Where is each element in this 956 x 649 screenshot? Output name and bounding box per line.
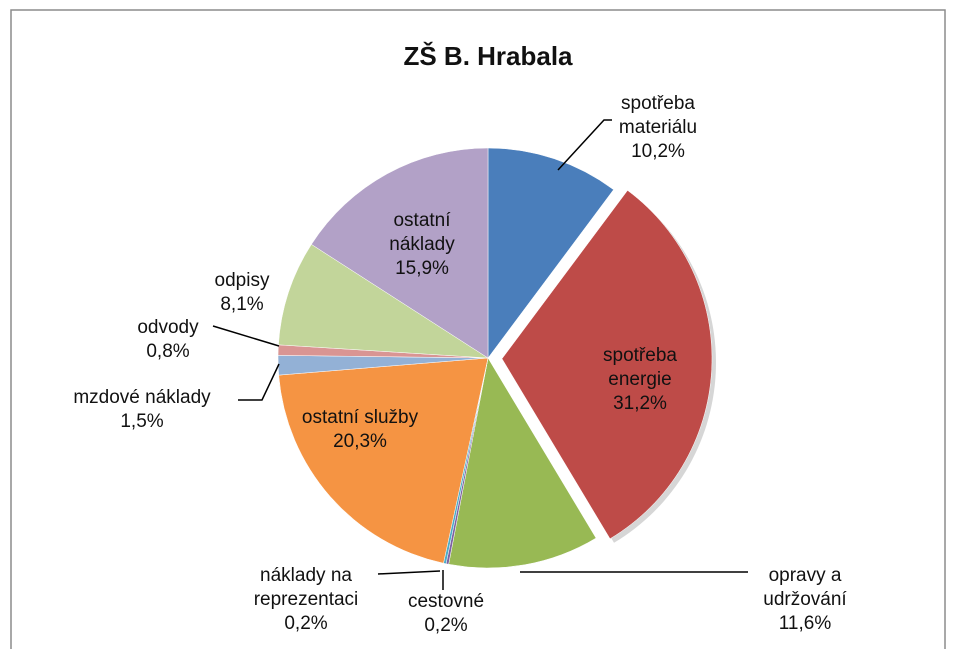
value-label: 10,2% bbox=[631, 141, 685, 162]
leader-line bbox=[557, 119, 612, 171]
slice-label: náklady na reprezentaci 0,2% bbox=[236, 564, 376, 636]
category-label: spotřeba energie bbox=[603, 345, 677, 390]
slice-label: cestovné 0,2% bbox=[396, 590, 496, 638]
category-label: náklady na reprezentaci bbox=[253, 565, 359, 610]
category-label: ostatní služby bbox=[301, 407, 419, 428]
value-label: 15,9% bbox=[395, 258, 449, 279]
value-label: 31,2% bbox=[613, 393, 667, 414]
leader-line bbox=[212, 325, 280, 347]
category-label: cestovné bbox=[407, 591, 485, 612]
slice bbox=[278, 357, 489, 564]
value-label: 0,2% bbox=[284, 613, 328, 634]
category-label: ostatní náklady bbox=[389, 210, 455, 255]
slice-label: ostatní služby 20,3% bbox=[260, 406, 460, 454]
chart-title: ZŠ B. Hrabala bbox=[403, 41, 573, 71]
slice bbox=[501, 190, 713, 540]
leader-line bbox=[377, 570, 441, 575]
slice-label: spotřeba materiálu 10,2% bbox=[603, 92, 713, 164]
value-label: 11,6% bbox=[778, 613, 832, 634]
category-label: mzdové náklady bbox=[73, 387, 211, 408]
slice-label: ostatní náklady 15,9% bbox=[367, 209, 477, 281]
category-label: odvody bbox=[137, 317, 199, 338]
slice-label: mzdové náklady 1,5% bbox=[32, 386, 252, 434]
category-label: opravy a udržování bbox=[763, 565, 847, 610]
category-label: spotřeba materiálu bbox=[618, 93, 698, 138]
slice-label: spotřeba energie 31,2% bbox=[585, 344, 695, 416]
value-label: 8,1% bbox=[220, 294, 264, 315]
value-label: 20,3% bbox=[333, 431, 387, 452]
slice bbox=[448, 357, 597, 569]
category-label: odpisy bbox=[214, 270, 270, 291]
slice-label: opravy a udržování 11,6% bbox=[750, 564, 860, 636]
value-label: 0,2% bbox=[424, 615, 468, 636]
leader-line bbox=[238, 363, 280, 401]
slice bbox=[278, 244, 489, 359]
slice bbox=[487, 147, 614, 359]
value-label: 1,5% bbox=[120, 411, 164, 432]
slice-label: odpisy 8,1% bbox=[202, 269, 282, 317]
slice-label: odvody 0,8% bbox=[118, 316, 218, 364]
value-label: 0,8% bbox=[146, 341, 190, 362]
slice bbox=[311, 147, 489, 359]
